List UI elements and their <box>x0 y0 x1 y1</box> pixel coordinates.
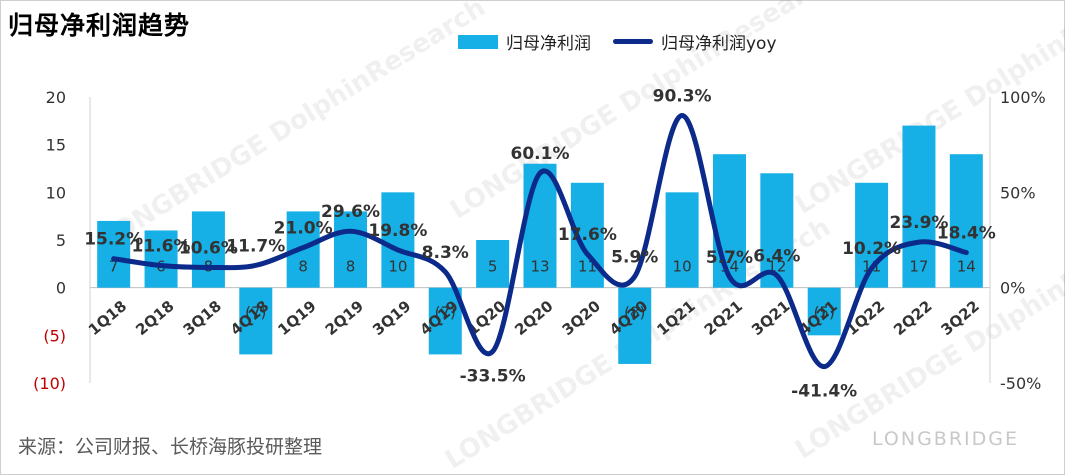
category-label: 2Q18 <box>132 297 177 339</box>
bar <box>902 125 936 288</box>
legend-item-line: 归母净利润yoy <box>613 29 777 54</box>
bar <box>807 287 841 336</box>
bar-value-label: 17 <box>909 258 928 276</box>
bar <box>523 163 557 288</box>
bar-value-label: (7) <box>245 304 266 322</box>
bar-value-label: 10 <box>388 258 407 276</box>
yoy-value-label: 8.3% <box>422 243 469 263</box>
yoy-value-label: 29.6% <box>321 202 380 222</box>
bar-value-label: 5 <box>488 258 498 276</box>
yoy-value-label: 11.7% <box>226 236 285 256</box>
legend-line-swatch <box>613 39 653 44</box>
yoy-value-label: 10.6% <box>179 238 238 258</box>
bar-value-label: 13 <box>530 258 549 276</box>
bar <box>97 220 131 288</box>
bar-value-label: (8) <box>624 304 645 322</box>
yoy-value-label: 21.0% <box>274 219 333 239</box>
yoy-value-label: 19.8% <box>368 221 427 241</box>
category-label: 1Q18 <box>85 297 130 339</box>
bar-value-label: (5) <box>814 304 835 322</box>
category-label: 3Q18 <box>180 297 225 339</box>
category-label: 3Q21 <box>748 297 793 339</box>
legend-bar-swatch <box>458 34 498 49</box>
legend-item-bar: 归母净利润 <box>458 29 591 54</box>
bar <box>428 287 462 355</box>
right-axis-tick-label: -50% <box>1000 374 1041 393</box>
yoy-value-label: 18.4% <box>937 224 996 244</box>
bar <box>665 192 699 288</box>
left-axis-tick-label: 20 <box>46 88 66 107</box>
right-axis-tick-label: 0% <box>1000 279 1025 298</box>
yoy-value-label: 11.6% <box>132 237 191 257</box>
bar-value-label: (7) <box>435 304 456 322</box>
brand-logo-text: LONGBRIDGE <box>872 428 1019 450</box>
bar <box>239 287 273 355</box>
bar <box>760 173 794 288</box>
bar <box>191 211 225 288</box>
left-axis-tick-label: 5 <box>56 231 66 250</box>
category-label: 3Q20 <box>559 297 604 339</box>
left-axis-tick-label: 0 <box>56 279 66 298</box>
left-axis-tick-label: (10) <box>33 374 66 393</box>
bar-value-label: 10 <box>673 258 692 276</box>
yoy-value-label: -33.5% <box>460 367 526 387</box>
bar <box>334 211 368 288</box>
bar <box>476 240 510 288</box>
legend-line-label: 归母净利润yoy <box>661 34 777 54</box>
legend: 归母净利润 归母净利润yoy <box>458 29 799 54</box>
bar <box>618 287 652 364</box>
category-label: 3Q19 <box>369 297 414 339</box>
bar <box>381 192 415 288</box>
yoy-value-label: 10.2% <box>842 239 901 259</box>
yoy-value-label: -41.4% <box>791 382 857 402</box>
yoy-value-label: 23.9% <box>889 213 948 233</box>
yoy-value-label: 17.6% <box>558 225 617 245</box>
yoy-value-label: 5.9% <box>611 247 658 267</box>
bar-value-label: 8 <box>298 258 308 276</box>
category-label: 2Q22 <box>890 297 935 339</box>
left-axis-tick-label: 10 <box>46 183 66 202</box>
bar <box>949 154 983 288</box>
category-label: 1Q21 <box>653 297 698 339</box>
category-label: 1Q19 <box>274 297 319 339</box>
right-axis-tick-label: 100% <box>1000 88 1046 107</box>
category-label: 2Q20 <box>511 297 556 339</box>
yoy-value-label: 6.4% <box>753 246 800 266</box>
chart-title: 归母净利润趋势 <box>8 11 191 40</box>
bar-value-label: 14 <box>957 258 976 276</box>
left-axis-tick-label: 15 <box>46 136 66 155</box>
bar <box>144 230 178 288</box>
legend-bar-label: 归母净利润 <box>506 34 591 54</box>
yoy-value-label: 60.1% <box>511 144 570 164</box>
bar-value-label: 7 <box>109 258 119 276</box>
category-label: 3Q22 <box>938 297 983 339</box>
bar <box>712 154 746 288</box>
yoy-value-label: 15.2% <box>84 230 143 250</box>
source-note: 来源：公司财报、长桥海豚投研整理 <box>18 436 323 458</box>
category-label: 2Q19 <box>322 297 367 339</box>
category-label: 2Q21 <box>701 297 746 339</box>
yoy-value-label: 90.3% <box>653 86 712 106</box>
yoy-value-label: 5.7% <box>706 248 753 268</box>
yoy-line <box>111 112 969 370</box>
right-axis-tick-label: 50% <box>1000 183 1036 202</box>
left-axis-tick-label: (5) <box>43 326 66 345</box>
bar-value-label: 8 <box>346 258 356 276</box>
